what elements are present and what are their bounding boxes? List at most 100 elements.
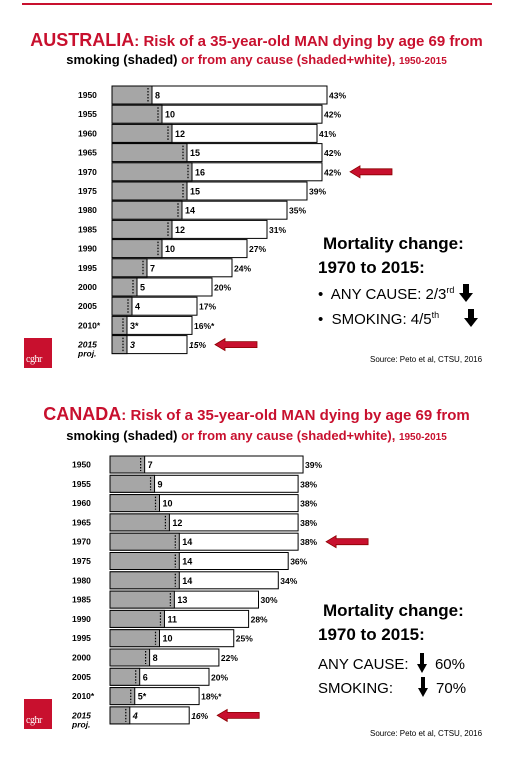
mortality-smoking: SMOKING: 70% [318,677,466,697]
any-cause-value-label: 42% [324,110,341,120]
title-years-text: 1950-2015 [398,56,447,67]
down-arrow-icon [416,653,427,673]
mortality-smoking-text: SMOKING: 4/5 [331,311,432,328]
smoking-value-label: 15 [190,148,200,158]
category-label: 1980 [72,575,91,585]
category-label: 1955 [72,479,91,489]
category-label: 2015 [71,710,91,720]
category-label: 1970 [72,537,91,547]
smoking-bar [109,687,136,706]
smoking-value-label: 14 [185,206,195,216]
bullet: • [318,311,324,328]
down-arrow-icon [417,677,428,697]
any-cause-value-label: 42% [324,167,341,177]
mortality-any-label: ANY CAUSE: [318,656,409,673]
smoking-value-label: 16 [195,167,205,177]
any-cause-value-label: 15% [189,340,206,350]
title-smoking-text: smoking (shaded) [66,428,178,443]
any-cause-value-label: 38% [300,479,317,489]
smoking-value-label: 3* [130,321,139,331]
smoking-bar [111,143,188,163]
smoking-value-label: 8 [153,653,158,663]
any-cause-value-label: 38% [300,518,317,528]
smoking-bar [111,296,133,316]
any-cause-value-label: 24% [234,263,251,273]
canada-panel: CANADA: Risk of a 35-year-old MAN dying … [0,381,513,763]
smoking-value-label: 6 [143,672,148,682]
any-cause-value-label: 39% [305,460,322,470]
any-cause-value-label: 43% [329,91,346,101]
title-years-text: 1950-2015 [398,432,447,443]
mortality-any-text: ANY CAUSE: 2/3 [330,286,447,303]
smoking-bar [109,532,180,551]
source-note: Source: Peto et al, CTSU, 2016 [370,355,483,364]
any-cause-value-label: 38% [300,499,317,509]
category-label: 2005 [78,301,97,311]
australia-bar-chart: 1950 8 43% 1955 10 42% 1960 12 41% 1965 15 42% 1970 1… [77,85,393,359]
top-rule [22,3,492,5]
smoking-bar [111,277,138,297]
any-cause-value-label: 20% [211,672,228,682]
any-cause-value-label: 20% [214,283,231,293]
smoking-value-label: 12 [175,129,185,139]
any-cause-value-label: 25% [236,634,253,644]
any-cause-value-label: 39% [309,187,326,197]
smoking-bar [109,609,165,628]
category-label: 2000 [72,653,91,663]
smoking-value-label: 5* [138,692,147,702]
mortality-any-value: 60% [434,656,465,673]
any-cause-value-label: 16% [191,711,208,721]
category-label: 1950 [78,90,97,100]
smoking-value-label: 3 [130,340,135,350]
chart-title-line1: CANADA: Risk of a 35-year-old MAN dying … [0,404,513,425]
category-label: 1980 [78,205,97,215]
category-label: 1975 [72,556,91,566]
smoking-bar [111,181,188,201]
smoking-bar [111,315,128,335]
smoking-bar [111,162,193,182]
any-cause-value-label: 36% [290,557,307,567]
smoking-value-label: 14 [182,537,192,547]
category-label: 1995 [78,263,97,273]
mortality-title: Mortality change: [323,234,464,253]
title-any-cause-text: or from any cause (shaded+white), [181,428,396,443]
category-sublabel: proj. [77,349,96,359]
bullet: • [318,286,324,303]
smoking-bar [111,123,173,143]
any-cause-value-label: 42% [324,148,341,158]
category-label: 1955 [78,109,97,119]
chart-title-line1: AUSTRALIA: Risk of a 35-year-old MAN dyi… [0,30,513,51]
smoking-bar [109,571,180,590]
mortality-smoking-value: 70% [436,680,467,697]
category-label: 2015 [77,340,97,350]
country-name: AUSTRALIA [30,30,135,50]
smoking-bar [111,85,153,105]
smoking-value-label: 10 [163,499,173,509]
any-cause-value-label: 41% [319,129,336,139]
smoking-bar [111,335,128,355]
smoking-value-label: 8 [155,91,160,101]
smoking-value-label: 14 [182,576,192,586]
down-arrow-icon [458,284,473,302]
category-label: 2010* [72,691,95,701]
smoking-bar [111,104,163,124]
smoking-value-label: 7 [150,263,155,273]
down-arrow-icon [464,309,479,327]
smoking-value-label: 7 [148,460,153,470]
smoking-bar [109,667,141,686]
category-label: 2010* [78,320,101,330]
any-cause-value-label: 18%* [201,692,222,702]
mortality-any-cause: • ANY CAUSE: 2/3rd [318,284,473,303]
smoking-value-label: 14 [182,557,192,567]
any-cause-value-label: 17% [199,302,216,312]
smoking-bar [111,200,183,220]
mortality-title: Mortality change: [323,601,464,620]
smoking-bar [111,219,173,239]
category-label: 1995 [72,633,91,643]
smoking-bar [111,239,163,259]
smoking-value-label: 9 [158,479,163,489]
title-risk-text: : Risk of a 35-year-old MAN dying by age… [134,33,483,50]
mortality-smoking-label: SMOKING: [318,680,394,697]
chart-title-line2: smoking (shaded) or from any cause (shad… [0,52,513,67]
smoking-value-label: 12 [175,225,185,235]
